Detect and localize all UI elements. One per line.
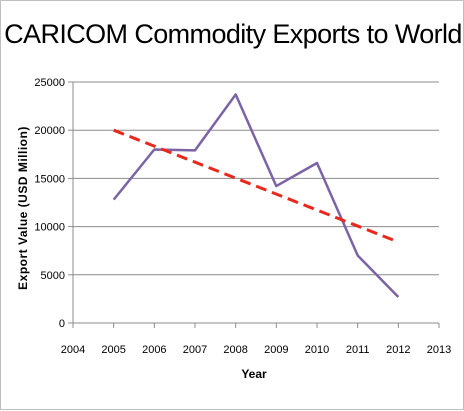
- y-tick-label: 0: [59, 318, 65, 330]
- x-tick-label: 2013: [427, 344, 451, 356]
- y-tick-label: 15000: [34, 173, 65, 185]
- series-line: [114, 95, 399, 298]
- y-tick-label: 5000: [41, 270, 65, 282]
- x-tick-label: 2010: [305, 344, 329, 356]
- y-tick-label: 25000: [34, 77, 65, 89]
- x-tick-label: 2011: [346, 344, 370, 356]
- x-tick-label: 2012: [386, 344, 410, 356]
- x-tick-label: 2004: [61, 344, 85, 356]
- x-tick-label: 2008: [223, 344, 247, 356]
- x-tick-label: 2005: [101, 344, 125, 356]
- y-tick-label: 20000: [34, 125, 65, 137]
- x-tick-label: 2009: [264, 344, 288, 356]
- y-tick-label: 10000: [34, 222, 65, 234]
- x-tick-label: 2006: [142, 344, 166, 356]
- trend-line: [114, 130, 399, 242]
- x-tick-label: 2007: [183, 344, 207, 356]
